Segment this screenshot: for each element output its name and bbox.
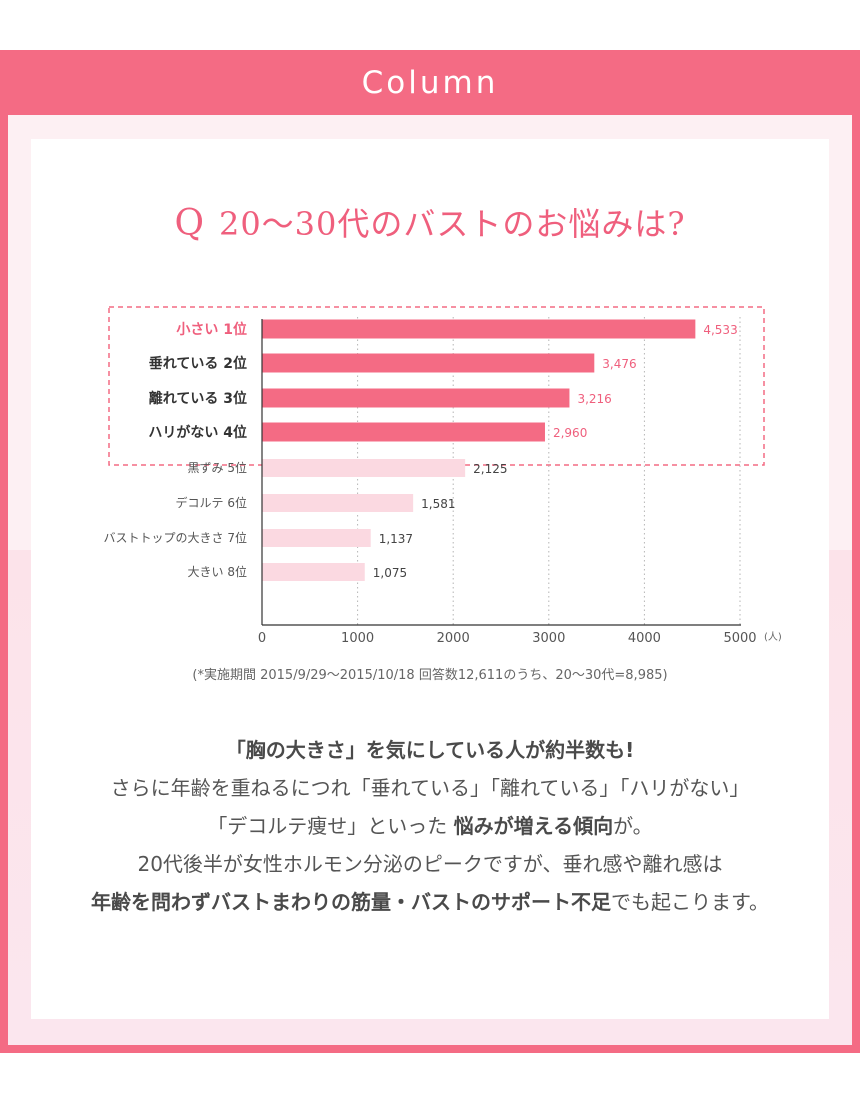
body-line-3: 「デコルテ痩せ」といった 悩みが増える傾向が。 <box>207 814 653 838</box>
x-tick-label: 0 <box>258 631 266 646</box>
column-banner: Column <box>0 50 860 115</box>
value-label: 3,216 <box>577 392 611 406</box>
chart-bars: 小さい 1位 4,533 垂れている 2位 3,476 離れている 3位 3,216 ハリが… <box>104 319 738 581</box>
column-body: 「胸の大きさ」を気にしている人が約半数も! さらに年齢を重ねるにつれ「垂れている… <box>31 731 829 921</box>
column-frame: Column Q 20〜30代のバストのお悩みは? 小さい 1位 4,533 垂れてい… <box>0 50 860 1053</box>
bar-chart: 小さい 1位 4,533 垂れている 2位 3,476 離れている 3位 3,216 ハリが… <box>104 306 782 646</box>
survey-footnote: (*実施期間 2015/9/29〜2015/10/18 回答数12,611のうち… <box>192 668 668 683</box>
bar <box>262 353 595 373</box>
question-mark: Q <box>174 203 205 244</box>
category-label: デコルテ 6位 <box>176 495 247 510</box>
content-card: Q 20〜30代のバストのお悩みは? 小さい 1位 4,533 垂れている 2位 3,4… <box>31 139 829 1019</box>
x-tick-label: 4000 <box>628 631 661 646</box>
value-label: 2,960 <box>553 426 587 440</box>
x-axis-unit: (人) <box>764 631 782 643</box>
bar <box>262 494 414 512</box>
value-label: 4,533 <box>703 323 737 337</box>
body-line-2: さらに年齢を重ねるにつれ「垂れている」「離れている」「ハリがない」 <box>110 776 750 800</box>
category-label: バストトップの大きさ 7位 <box>104 530 247 545</box>
category-label: 離れている 3位 <box>149 390 247 407</box>
x-tick-label: 3000 <box>532 631 565 646</box>
category-label: 垂れている 2位 <box>149 355 247 372</box>
x-axis-ticks: 0 1000 2000 3000 4000 5000 <box>258 631 757 646</box>
category-label: 黒ずみ 5位 <box>188 460 247 475</box>
category-label: 大きい 8位 <box>188 564 247 579</box>
column-panel: Q 20〜30代のバストのお悩みは? 小さい 1位 4,533 垂れている 2位 3,4… <box>8 115 852 1045</box>
value-label: 3,476 <box>602 357 636 371</box>
bar <box>262 319 696 339</box>
x-tick-label: 2000 <box>437 631 470 646</box>
bar <box>262 388 570 408</box>
x-tick-label: 1000 <box>341 631 374 646</box>
body-line-1: 「胸の大きさ」を気にしている人が約半数も! <box>225 738 635 762</box>
bar <box>262 563 365 581</box>
bar <box>262 459 466 477</box>
question-heading: Q 20〜30代のバストのお悩みは? <box>31 199 829 245</box>
value-label: 1,137 <box>379 532 413 546</box>
value-label: 2,125 <box>473 462 507 476</box>
body-line-5: 年齢を問わずバストまわりの筋量・バストのサポート不足でも起こります。 <box>91 890 769 914</box>
bar <box>262 422 545 442</box>
value-label: 1,581 <box>421 497 455 511</box>
column-title: Column <box>361 64 499 101</box>
bar <box>262 529 371 547</box>
question-text: 20〜30代のバストのお悩みは? <box>218 205 686 243</box>
x-tick-label: 5000 <box>723 631 756 646</box>
top4-highlight-frame <box>108 306 765 466</box>
category-label: 小さい 1位 <box>176 321 247 338</box>
value-label: 1,075 <box>373 566 407 580</box>
category-label: ハリがない 4位 <box>148 424 247 441</box>
body-line-4: 20代後半が女性ホルモン分泌のピークですが、垂れ感や離れ感は <box>137 852 723 876</box>
